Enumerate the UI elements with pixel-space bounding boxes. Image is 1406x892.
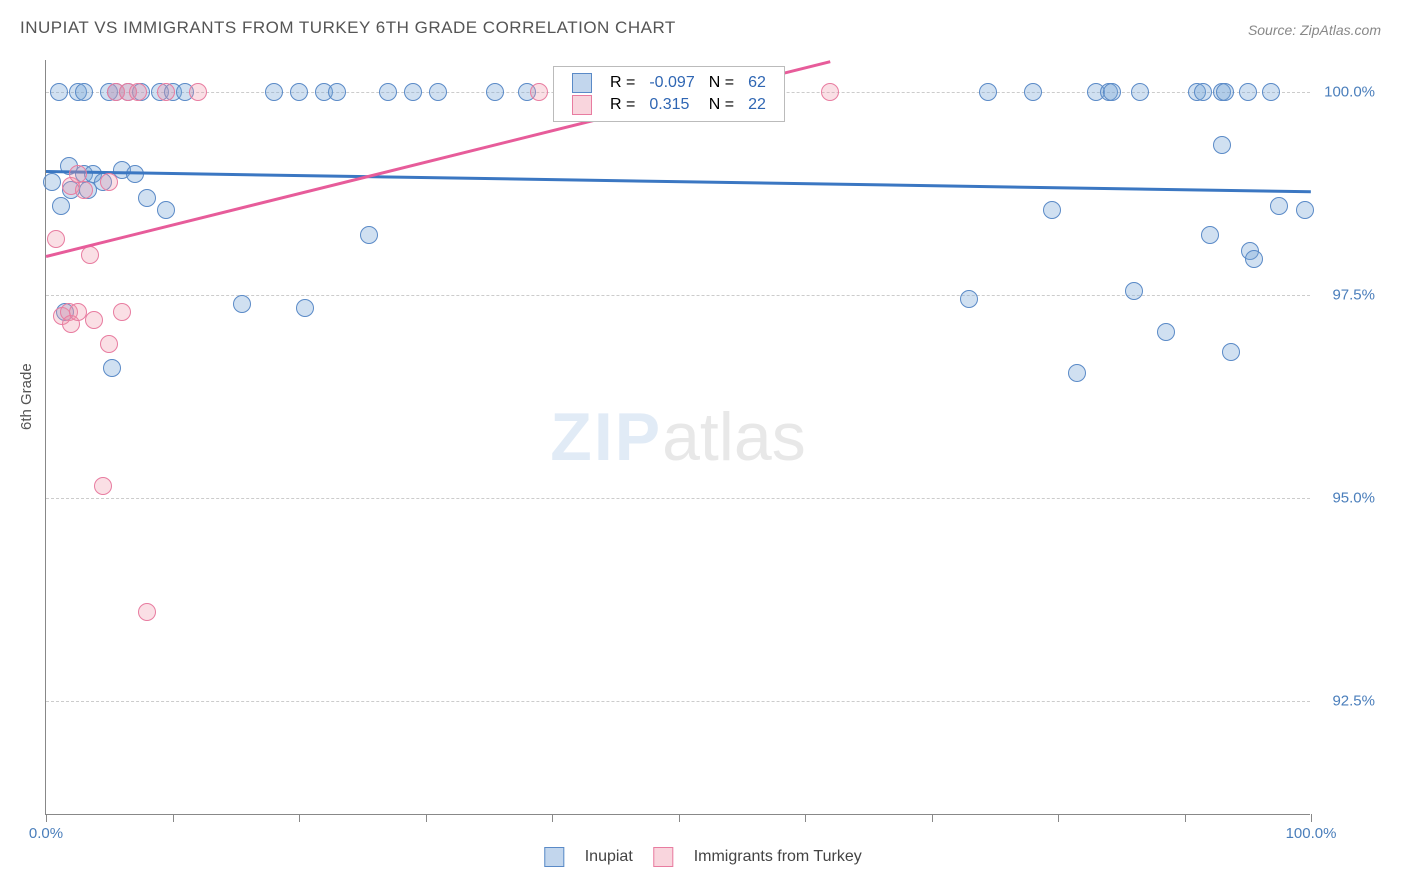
source-attribution: Source: ZipAtlas.com: [1248, 22, 1381, 38]
data-point: [1131, 83, 1149, 101]
n-value-turkey: 22: [742, 95, 772, 115]
data-point: [43, 173, 61, 191]
swatch-blue-icon: [544, 847, 564, 867]
data-point: [821, 83, 839, 101]
r-value-inupiat: -0.097: [643, 73, 700, 93]
y-tick-label: 97.5%: [1332, 287, 1375, 304]
data-point: [189, 83, 207, 101]
data-point: [404, 83, 422, 101]
data-point: [296, 299, 314, 317]
data-point: [1216, 83, 1234, 101]
data-point: [486, 83, 504, 101]
data-point: [1213, 136, 1231, 154]
data-point: [290, 83, 308, 101]
x-tick: [173, 814, 174, 822]
legend-row-inupiat: R = -0.097 N = 62: [566, 73, 772, 93]
data-point: [47, 230, 65, 248]
r-value-turkey: 0.315: [643, 95, 700, 115]
data-point: [100, 173, 118, 191]
data-point: [138, 189, 156, 207]
legend-label-turkey: Immigrants from Turkey: [694, 848, 862, 865]
plot-area: ZIPatlas 92.5%95.0%97.5%100.0%0.0%100.0%: [45, 60, 1310, 815]
x-tick: [679, 814, 680, 822]
x-tick: [46, 814, 47, 822]
x-tick: [426, 814, 427, 822]
x-tick-label: 0.0%: [29, 825, 63, 842]
watermark-atlas: atlas: [662, 399, 806, 475]
correlation-legend: R = -0.097 N = 62 R = 0.315 N = 22: [553, 66, 785, 122]
legend-row-turkey: R = 0.315 N = 22: [566, 95, 772, 115]
data-point: [103, 359, 121, 377]
series-legend: Inupiat Immigrants from Turkey: [536, 847, 869, 867]
y-axis-label: 6th Grade: [18, 363, 35, 430]
data-point: [113, 303, 131, 321]
data-point: [265, 83, 283, 101]
watermark-zip: ZIP: [550, 399, 662, 475]
swatch-blue-icon: [572, 73, 592, 93]
y-tick-label: 95.0%: [1332, 490, 1375, 507]
y-tick-label: 92.5%: [1332, 693, 1375, 710]
data-point: [1125, 282, 1143, 300]
x-tick: [1311, 814, 1312, 822]
n-label: N =: [703, 73, 740, 93]
trend-line: [46, 170, 1311, 193]
data-point: [1157, 323, 1175, 341]
data-point: [85, 311, 103, 329]
data-point: [979, 83, 997, 101]
n-value-inupiat: 62: [742, 73, 772, 93]
data-point: [1245, 250, 1263, 268]
data-point: [75, 83, 93, 101]
chart-title: INUPIAT VS IMMIGRANTS FROM TURKEY 6TH GR…: [20, 18, 676, 38]
data-point: [1068, 364, 1086, 382]
data-point: [157, 83, 175, 101]
x-tick-label: 100.0%: [1286, 825, 1337, 842]
data-point: [75, 181, 93, 199]
gridline: [46, 701, 1310, 702]
data-point: [429, 83, 447, 101]
data-point: [1024, 83, 1042, 101]
data-point: [50, 83, 68, 101]
data-point: [379, 83, 397, 101]
data-point: [52, 197, 70, 215]
data-point: [1222, 343, 1240, 361]
data-point: [1270, 197, 1288, 215]
x-tick: [932, 814, 933, 822]
n-label: N =: [703, 95, 740, 115]
y-tick-label: 100.0%: [1324, 84, 1375, 101]
data-point: [233, 295, 251, 313]
data-point: [100, 335, 118, 353]
data-point: [1043, 201, 1061, 219]
data-point: [138, 603, 156, 621]
data-point: [530, 83, 548, 101]
r-label: R =: [604, 95, 641, 115]
data-point: [328, 83, 346, 101]
data-point: [1296, 201, 1314, 219]
x-tick: [1058, 814, 1059, 822]
swatch-pink-icon: [572, 95, 592, 115]
data-point: [94, 477, 112, 495]
data-point: [157, 201, 175, 219]
data-point: [129, 83, 147, 101]
swatch-pink-icon: [653, 847, 673, 867]
r-label: R =: [604, 73, 641, 93]
data-point: [1194, 83, 1212, 101]
x-tick: [1185, 814, 1186, 822]
x-tick: [805, 814, 806, 822]
legend-label-inupiat: Inupiat: [585, 848, 633, 865]
watermark: ZIPatlas: [550, 398, 805, 476]
x-tick: [299, 814, 300, 822]
x-tick: [552, 814, 553, 822]
data-point: [81, 246, 99, 264]
gridline: [46, 498, 1310, 499]
data-point: [360, 226, 378, 244]
data-point: [1262, 83, 1280, 101]
data-point: [69, 303, 87, 321]
data-point: [960, 290, 978, 308]
data-point: [1239, 83, 1257, 101]
data-point: [1201, 226, 1219, 244]
data-point: [1103, 83, 1121, 101]
